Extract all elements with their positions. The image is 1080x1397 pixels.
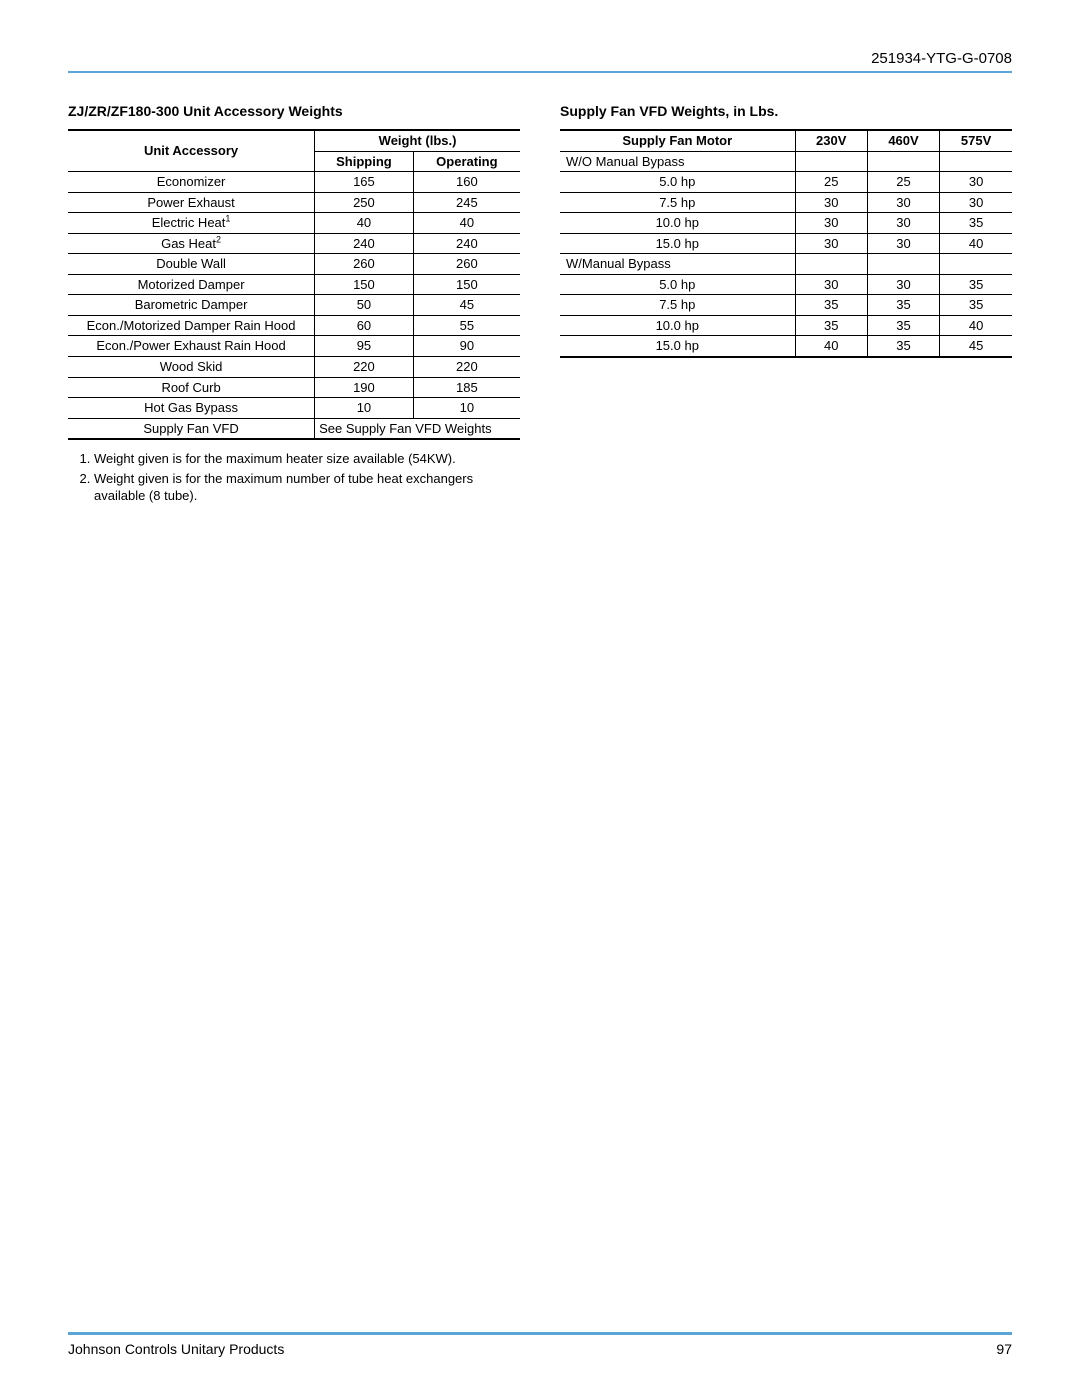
table-row-name: Hot Gas Bypass <box>68 398 315 419</box>
table-row-motor: 10.0 hp <box>560 315 795 336</box>
col-operating: Operating <box>413 151 520 172</box>
table-cell-575v: 40 <box>940 315 1012 336</box>
table-cell-shipping: 240 <box>315 233 414 254</box>
table-cell-575v: 40 <box>940 233 1012 254</box>
table-cell-operating: 90 <box>413 336 520 357</box>
table-cell-575v: 35 <box>940 213 1012 234</box>
table-cell-shipping: 150 <box>315 274 414 295</box>
footer-left: Johnson Controls Unitary Products <box>68 1341 284 1357</box>
table-cell-shipping: 220 <box>315 357 414 378</box>
table-cell-shipping: 250 <box>315 192 414 213</box>
footer-rule <box>68 1332 1012 1335</box>
table-cell-shipping: 190 <box>315 377 414 398</box>
table-cell-230v: 30 <box>795 274 867 295</box>
table-cell-230v: 35 <box>795 315 867 336</box>
table-cell-460v: 30 <box>867 192 939 213</box>
table-cell-575v: 30 <box>940 172 1012 193</box>
table-cell-operating: 220 <box>413 357 520 378</box>
table-row-note: See Supply Fan VFD Weights <box>315 418 520 439</box>
footnote-2: Weight given is for the maximum number o… <box>94 470 510 505</box>
footer-page-number: 97 <box>996 1341 1012 1357</box>
table-row-name: Double Wall <box>68 254 315 275</box>
table-row-motor: 7.5 hp <box>560 295 795 316</box>
table-row-motor: 5.0 hp <box>560 172 795 193</box>
table-row-name: Wood Skid <box>68 357 315 378</box>
table-cell-575v: 35 <box>940 295 1012 316</box>
table-cell-operating: 150 <box>413 274 520 295</box>
table-cell-460v: 30 <box>867 233 939 254</box>
table-cell-shipping: 50 <box>315 295 414 316</box>
table-row-name: Power Exhaust <box>68 192 315 213</box>
table-cell-operating: 55 <box>413 315 520 336</box>
table-cell-shipping: 165 <box>315 172 414 193</box>
table-row-name: Motorized Damper <box>68 274 315 295</box>
table-cell-shipping: 10 <box>315 398 414 419</box>
group-w-bypass: W/Manual Bypass <box>560 254 795 275</box>
table-row-name: Barometric Damper <box>68 295 315 316</box>
right-table-title: Supply Fan VFD Weights, in Lbs. <box>560 103 1012 119</box>
table-cell-230v: 35 <box>795 295 867 316</box>
table-cell-575v: 45 <box>940 336 1012 357</box>
page-footer: Johnson Controls Unitary Products 97 <box>68 1332 1012 1357</box>
table-row-name: Supply Fan VFD <box>68 418 315 439</box>
table-cell-230v: 40 <box>795 336 867 357</box>
table-row-name: Roof Curb <box>68 377 315 398</box>
table-row-motor: 7.5 hp <box>560 192 795 213</box>
table-cell-460v: 25 <box>867 172 939 193</box>
accessory-weights-table: Unit Accessory Weight (lbs.) Shipping Op… <box>68 129 520 440</box>
table-cell-operating: 40 <box>413 213 520 234</box>
table-row-name: Gas Heat2 <box>68 233 315 254</box>
table-cell-shipping: 260 <box>315 254 414 275</box>
table-cell-460v: 35 <box>867 315 939 336</box>
table-cell-575v: 35 <box>940 274 1012 295</box>
table-cell-operating: 160 <box>413 172 520 193</box>
col-230v: 230V <box>795 130 867 151</box>
table-cell-230v: 25 <box>795 172 867 193</box>
table-cell-230v: 30 <box>795 192 867 213</box>
table-cell-operating: 240 <box>413 233 520 254</box>
table-cell-230v: 30 <box>795 213 867 234</box>
table-cell-shipping: 40 <box>315 213 414 234</box>
table-cell-460v: 30 <box>867 274 939 295</box>
col-weight-group: Weight (lbs.) <box>315 130 520 151</box>
left-table-title: ZJ/ZR/ZF180-300 Unit Accessory Weights <box>68 103 520 119</box>
col-motor: Supply Fan Motor <box>560 130 795 151</box>
table-cell-operating: 260 <box>413 254 520 275</box>
table-cell-operating: 10 <box>413 398 520 419</box>
table-cell-460v: 30 <box>867 213 939 234</box>
table-cell-shipping: 95 <box>315 336 414 357</box>
table-row-name: Economizer <box>68 172 315 193</box>
table-cell-460v: 35 <box>867 336 939 357</box>
table-cell-575v: 30 <box>940 192 1012 213</box>
table-row-name: Econ./Motorized Damper Rain Hood <box>68 315 315 336</box>
table-row-motor: 15.0 hp <box>560 233 795 254</box>
table-cell-operating: 245 <box>413 192 520 213</box>
footnotes: Weight given is for the maximum heater s… <box>68 450 520 505</box>
vfd-weights-table: Supply Fan Motor 230V 460V 575V W/O Manu… <box>560 129 1012 358</box>
top-rule <box>68 71 1012 73</box>
table-cell-230v: 30 <box>795 233 867 254</box>
footnote-1: Weight given is for the maximum heater s… <box>94 450 510 468</box>
table-row-motor: 10.0 hp <box>560 213 795 234</box>
table-cell-shipping: 60 <box>315 315 414 336</box>
group-wo-bypass: W/O Manual Bypass <box>560 151 795 172</box>
table-cell-operating: 185 <box>413 377 520 398</box>
right-column: Supply Fan VFD Weights, in Lbs. Supply F… <box>560 103 1012 358</box>
table-cell-460v: 35 <box>867 295 939 316</box>
document-id: 251934-YTG-G-0708 <box>68 50 1012 67</box>
table-row-motor: 5.0 hp <box>560 274 795 295</box>
left-column: ZJ/ZR/ZF180-300 Unit Accessory Weights U… <box>68 103 520 518</box>
col-460v: 460V <box>867 130 939 151</box>
col-575v: 575V <box>940 130 1012 151</box>
table-cell-operating: 45 <box>413 295 520 316</box>
col-shipping: Shipping <box>315 151 414 172</box>
table-row-motor: 15.0 hp <box>560 336 795 357</box>
table-row-name: Econ./Power Exhaust Rain Hood <box>68 336 315 357</box>
col-unit-accessory: Unit Accessory <box>68 130 315 172</box>
table-row-name: Electric Heat1 <box>68 213 315 234</box>
